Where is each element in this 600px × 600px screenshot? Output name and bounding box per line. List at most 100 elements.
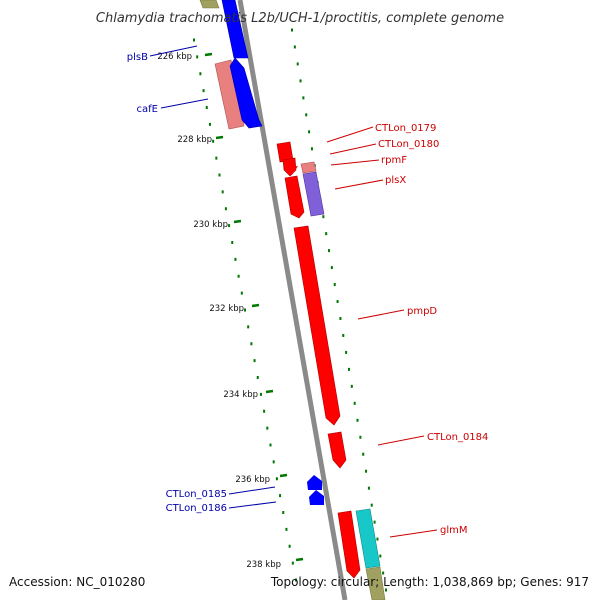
label-leader-lines [149, 45, 438, 538]
forward-gene-plsb [221, 0, 249, 59]
gene-label: CTLon_0185 [166, 489, 227, 500]
leader-line [228, 501, 277, 509]
leader-line [330, 159, 380, 166]
cyan-feature [355, 508, 381, 569]
gene-label: glmM [440, 525, 468, 536]
genome-summary: Topology: circular; Length: 1,038,869 bp… [270, 575, 589, 589]
scale-dash [244, 308, 246, 312]
scale-dash [205, 106, 208, 109]
scale-dash [322, 215, 325, 219]
scale-dash [291, 28, 293, 32]
tick-mark [265, 389, 274, 394]
scale-dash [339, 316, 342, 320]
scale-dash [365, 469, 368, 473]
tick-label: 234 kbp [223, 390, 258, 400]
tick-label: 238 kbp [246, 560, 281, 570]
scale-dash [325, 232, 328, 236]
scale-dash [215, 156, 218, 160]
scale-dash [336, 300, 339, 304]
scale-dash [345, 350, 348, 354]
gene-label: plsB [127, 52, 148, 63]
scale-dash [382, 571, 385, 575]
leader-line [334, 179, 384, 190]
scale-dash [356, 418, 359, 422]
scale-dash [302, 96, 305, 100]
scale-dash [333, 283, 336, 287]
forward-gene-ctlon0185 [307, 475, 322, 490]
scale-dash [196, 55, 199, 59]
scale-dash [330, 266, 333, 270]
gene-features [199, 0, 386, 600]
gene-labels: plsB cafE CTLon_0179 CTLon_0180 rpmF plsX pmpD… [127, 52, 489, 536]
scale-dash [305, 113, 308, 117]
scale-dash [370, 503, 373, 507]
scale-dash [256, 376, 259, 379]
scale-dash [218, 173, 221, 177]
tick-mark [295, 557, 304, 562]
tick-label: 232 kbp [209, 304, 244, 314]
scale-dash [279, 494, 282, 498]
tick-mark [279, 473, 288, 478]
leader-line [357, 309, 405, 320]
scale-dash [208, 122, 211, 126]
tick-label: 230 kbp [193, 220, 228, 230]
scale-dash [202, 89, 205, 93]
leader-line [377, 435, 425, 446]
accession-label: Accession: NC_010280 [9, 575, 145, 589]
scale-dash [291, 561, 294, 565]
gene-label: rpmF [381, 155, 407, 166]
scale-dash [234, 257, 237, 261]
reverse-gene-rpmf [300, 161, 317, 174]
leader-line [326, 126, 374, 143]
scale-dash [359, 435, 362, 439]
tick-label: 236 kbp [235, 475, 270, 485]
scale-ticks: 226 kbp 228 kbp 230 kbp 232 kbp 234 kbp 236 k… [157, 52, 304, 570]
gene-label: CTLon_0179 [375, 123, 436, 134]
tick-mark [204, 52, 213, 57]
scale-dash [285, 527, 288, 531]
scale-dash [347, 367, 350, 371]
scale-dash [266, 426, 269, 430]
tick-mark [215, 135, 224, 140]
scale-dash [376, 537, 379, 541]
scale-dash [295, 578, 297, 582]
tick-mark [251, 303, 260, 308]
scale-dash [224, 207, 227, 211]
scale-dash [247, 325, 250, 329]
scale-dash [288, 544, 291, 548]
genome-backbone [237, 0, 348, 600]
leader-line [329, 143, 377, 155]
scale-dash [367, 486, 370, 490]
tick-label: 226 kbp [157, 52, 192, 62]
scale-dash [221, 190, 224, 194]
scale-dash [253, 359, 256, 363]
reverse-gene-block-lower [337, 510, 361, 579]
gene-label: plsX [385, 175, 406, 186]
leader-line [389, 529, 438, 538]
scale-dash [269, 443, 272, 447]
scale-dash [237, 274, 240, 278]
salmon-feature [214, 59, 245, 130]
leader-line [149, 45, 198, 57]
scale-dash [263, 409, 266, 413]
forward-gene-ctlon0186 [309, 490, 324, 505]
olive-feature [199, 0, 220, 9]
scale-dash [293, 45, 296, 49]
scale-dash [240, 291, 243, 295]
gene-label: CTLon_0184 [427, 432, 488, 443]
scale-dash [310, 147, 313, 151]
olive-feature-lower [365, 566, 386, 600]
reverse-gene-arrow [284, 166, 298, 175]
reverse-gene-ctlon0184 [327, 431, 347, 469]
scale-dash [259, 392, 262, 396]
forward-gene-cafe [229, 57, 263, 129]
scale-dash [350, 384, 353, 388]
scale-dash [231, 241, 234, 244]
scale-dash [373, 520, 376, 524]
scale-dash [228, 224, 231, 228]
scale-dash [275, 477, 278, 481]
scale-dash [328, 249, 331, 253]
gene-label: CTLon_0180 [378, 139, 439, 150]
scale-dash [379, 554, 382, 558]
